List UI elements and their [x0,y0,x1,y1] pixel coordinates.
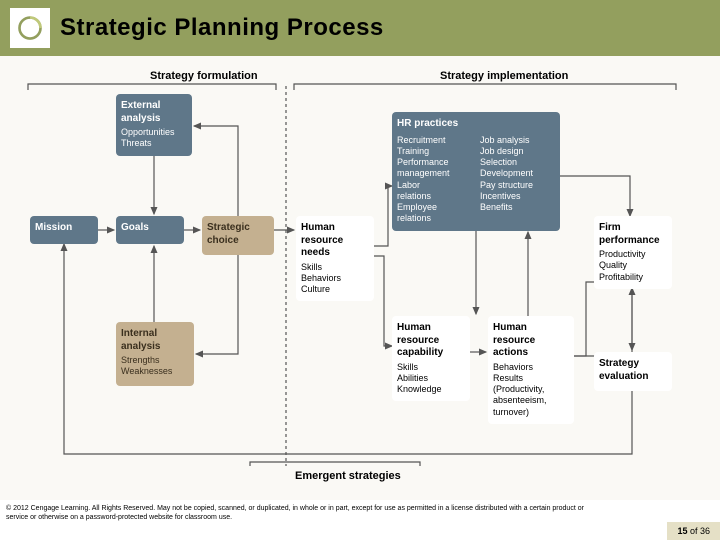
page-title: Strategic Planning Process [60,14,384,42]
node-goals: Goals [116,216,184,244]
node-heading: Human resource capability [397,322,465,360]
node-line: turnover) [493,407,569,418]
node-heading: Internal analysis [121,328,189,353]
node-line: Profitability [599,272,667,283]
section-label-implementation: Strategy implementation [440,70,568,82]
section-label-emergent: Emergent strategies [295,470,401,482]
node-line: Behaviors [301,273,369,284]
node-heading: Human resource needs [301,222,369,260]
node-mission: Mission [30,216,98,244]
node-practices: HR practicesRecruitmentTrainingPerforman… [392,112,560,231]
node-strategic: Strategic choice [202,216,274,255]
node-line: Behaviors [493,362,569,373]
page-number: 15 of 36 [677,526,710,536]
node-capability: Human resource capability SkillsAbilities… [392,316,470,401]
copyright-text: © 2012 Cengage Learning. All Rights Rese… [6,505,606,522]
logo-icon [8,6,52,50]
node-internal: Internal analysis StrengthsWeaknesses [116,322,194,386]
node-heading: Goals [121,222,179,235]
node-line: Strengths [121,355,189,366]
node-line: Quality [599,260,667,271]
node-strateval: Strategy evaluation [594,352,672,391]
node-heading: Human resource actions [493,322,569,360]
node-line: Knowledge [397,384,465,395]
page-footer: 15 of 36 [667,522,720,540]
node-heading: Strategy evaluation [599,358,667,383]
node-actions: Human resource actions BehaviorsResults (… [488,316,574,424]
node-line: Skills [397,362,465,373]
section-label-formulation: Strategy formulation [150,70,258,82]
node-heading: Mission [35,222,93,235]
node-line: (Productivity, [493,384,569,395]
node-line: Opportunities [121,127,187,138]
node-line: Abilities [397,373,465,384]
node-external: External analysis OpportunitiesThreats [116,94,192,156]
node-line: Results [493,373,569,384]
node-line: Skills [301,262,369,273]
node-line: Productivity [599,249,667,260]
node-heading: HR practices [397,118,555,131]
node-heading: Firm performance [599,222,667,247]
node-hrneeds: Human resource needs SkillsBehaviorsCultu… [296,216,374,301]
node-line: Weaknesses [121,366,189,377]
node-heading: Strategic choice [207,222,269,247]
node-line: Culture [301,284,369,295]
node-firmperf: Firm performance ProductivityQualityProfi… [594,216,672,289]
node-heading: External analysis [121,100,187,125]
header-bar: Strategic Planning Process [0,0,720,56]
node-line: absenteeism, [493,395,569,406]
diagram-area: Strategy formulation Strategy implementat… [0,56,720,500]
node-line: Threats [121,138,187,149]
